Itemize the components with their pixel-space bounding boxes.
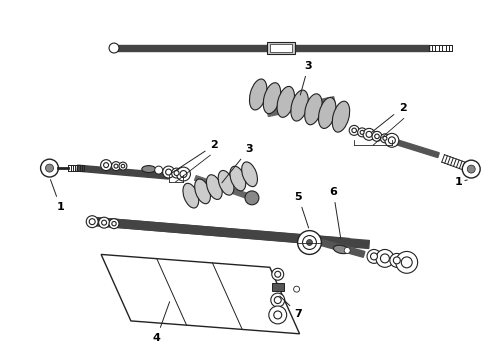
Ellipse shape (291, 90, 308, 121)
Circle shape (275, 271, 281, 277)
Text: 3: 3 (300, 61, 312, 95)
Circle shape (366, 131, 372, 137)
Ellipse shape (142, 166, 156, 172)
Text: 5: 5 (294, 192, 309, 228)
Circle shape (389, 137, 395, 144)
Circle shape (375, 134, 379, 139)
Circle shape (98, 217, 110, 228)
Circle shape (358, 128, 367, 137)
Circle shape (393, 257, 400, 264)
Circle shape (271, 293, 285, 307)
Circle shape (372, 131, 382, 141)
Circle shape (370, 253, 377, 260)
Circle shape (302, 235, 317, 249)
Circle shape (109, 43, 119, 53)
Text: 3: 3 (222, 144, 253, 183)
Circle shape (121, 164, 125, 168)
Circle shape (180, 171, 187, 177)
Circle shape (269, 306, 287, 324)
Bar (267, 42, 294, 54)
Circle shape (101, 220, 107, 225)
Circle shape (360, 130, 364, 134)
Text: 7: 7 (280, 296, 302, 319)
Ellipse shape (242, 162, 257, 186)
Circle shape (112, 162, 121, 171)
Circle shape (396, 251, 417, 273)
Bar (272, 283, 284, 291)
Circle shape (119, 162, 127, 170)
Text: 1: 1 (50, 180, 64, 212)
Text: 4: 4 (153, 302, 170, 343)
Ellipse shape (195, 179, 210, 204)
Ellipse shape (277, 86, 294, 117)
Polygon shape (96, 218, 349, 247)
Circle shape (103, 163, 109, 168)
Ellipse shape (230, 166, 245, 191)
Text: 2: 2 (371, 103, 407, 132)
Circle shape (176, 167, 191, 181)
Ellipse shape (333, 245, 349, 254)
Text: 2: 2 (171, 140, 218, 174)
Circle shape (383, 136, 387, 140)
Circle shape (155, 166, 163, 174)
Circle shape (245, 191, 259, 205)
Circle shape (297, 231, 321, 255)
Ellipse shape (218, 171, 234, 195)
Circle shape (380, 134, 390, 143)
Ellipse shape (332, 101, 350, 132)
Circle shape (86, 216, 98, 228)
Polygon shape (101, 255, 299, 334)
Polygon shape (267, 97, 335, 116)
Circle shape (274, 297, 281, 303)
Polygon shape (195, 176, 251, 199)
Circle shape (385, 133, 399, 147)
Circle shape (114, 164, 118, 168)
Circle shape (294, 286, 299, 292)
Circle shape (41, 159, 58, 177)
Circle shape (352, 128, 356, 133)
Circle shape (363, 129, 375, 140)
Circle shape (172, 168, 181, 178)
Circle shape (109, 219, 119, 229)
Ellipse shape (183, 183, 199, 208)
Text: 1: 1 (454, 177, 467, 187)
Ellipse shape (249, 79, 267, 110)
Circle shape (349, 125, 359, 135)
Circle shape (166, 169, 171, 175)
Circle shape (163, 166, 174, 178)
Text: 6: 6 (329, 187, 341, 239)
Ellipse shape (206, 175, 222, 199)
Bar (270, 44, 292, 52)
Polygon shape (96, 218, 369, 248)
Circle shape (174, 171, 179, 176)
Circle shape (367, 249, 381, 264)
Polygon shape (77, 165, 169, 179)
Polygon shape (116, 45, 429, 51)
Polygon shape (320, 240, 365, 257)
Ellipse shape (263, 83, 281, 114)
Circle shape (467, 165, 475, 173)
Polygon shape (393, 139, 439, 158)
Circle shape (112, 221, 116, 226)
Circle shape (274, 311, 282, 319)
Circle shape (89, 219, 95, 225)
Circle shape (46, 164, 53, 172)
Ellipse shape (318, 98, 336, 129)
Circle shape (401, 257, 412, 268)
Circle shape (462, 160, 480, 178)
Circle shape (100, 159, 112, 171)
Circle shape (390, 253, 404, 267)
Circle shape (344, 247, 350, 253)
Ellipse shape (305, 94, 322, 125)
Circle shape (380, 254, 390, 263)
Circle shape (272, 268, 284, 280)
Circle shape (307, 239, 313, 246)
Circle shape (376, 249, 394, 267)
